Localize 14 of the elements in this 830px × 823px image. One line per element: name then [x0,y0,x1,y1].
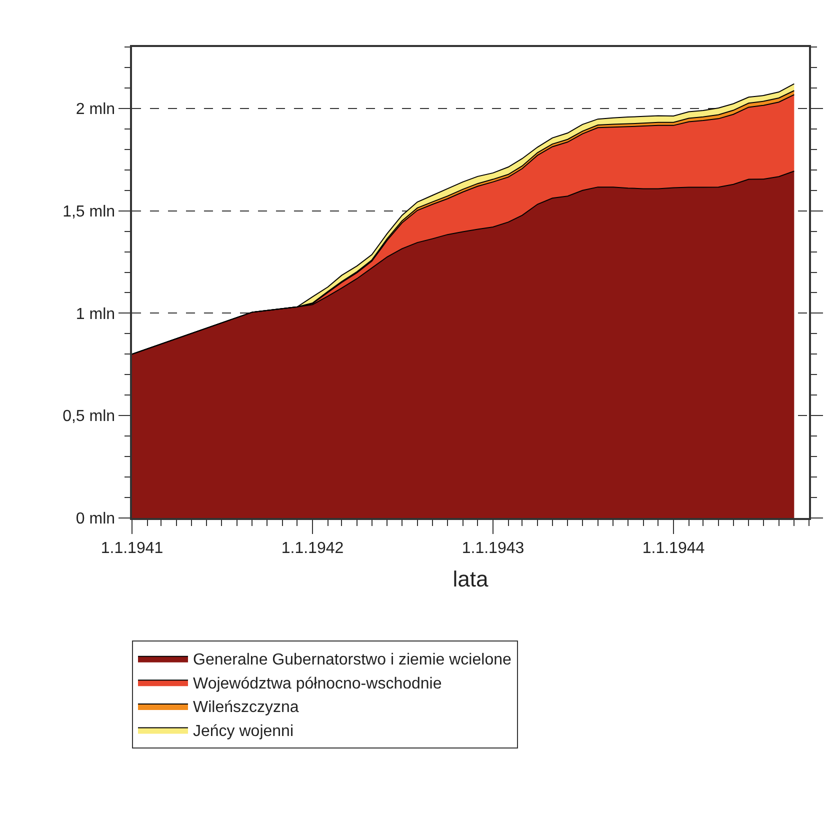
y-tick-label: 2 mln [76,101,116,118]
y-tick-label: 0,5 mln [62,408,116,426]
x-tick-label: 1.1.1943 [462,540,524,557]
legend-label: Województwa północno-wschodnie [193,675,442,692]
y-tick-label: 0 mln [76,510,116,528]
x-tick-label: 1.1.1941 [100,540,164,557]
x-tick-label: 1.1.1942 [281,540,344,557]
legend-label: Generalne Gubernatorstwo i ziemie wcielone [193,652,512,669]
x-tick-label: 1.1.1944 [642,540,705,557]
y-tick-label: 1 mln [76,306,116,323]
x-axis-title: lata [452,566,489,592]
legend-label: Wileńszczyzna [193,699,299,716]
y-tick-label: 1,5 mln [62,203,116,220]
legend-label: Jeńcy wojenni [193,723,294,740]
